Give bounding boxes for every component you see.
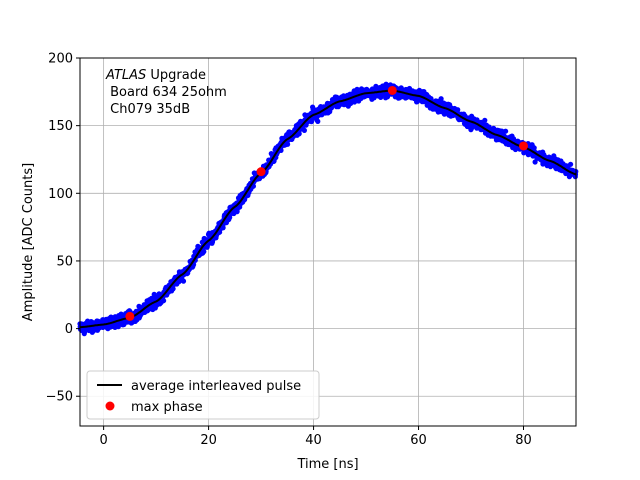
legend-marker-swatch	[105, 401, 115, 411]
sample-point	[301, 127, 307, 133]
y-tick-label: 50	[56, 254, 73, 269]
sample-point	[568, 161, 574, 167]
max-phase-point	[387, 85, 397, 95]
sample-point	[503, 128, 509, 134]
sample-point	[227, 214, 233, 220]
x-axis-label: Time [ns]	[296, 457, 358, 472]
x-tick-label: 40	[305, 433, 322, 448]
x-tick-label: 60	[410, 433, 427, 448]
max-phase-point	[256, 167, 266, 177]
sample-point	[170, 286, 176, 292]
max-phase-layer	[125, 85, 529, 321]
y-tick-label: −50	[46, 390, 73, 405]
y-tick-label: 200	[48, 52, 73, 67]
annotation-line-3: Ch079 35dB	[106, 102, 190, 117]
x-tick-label: 80	[515, 433, 532, 448]
experiment-suffix: Upgrade	[146, 68, 206, 83]
legend-label-max-phase: max phase	[131, 400, 203, 415]
sample-point	[220, 225, 226, 231]
sample-points	[77, 81, 579, 337]
legend: average interleaved pulse max phase	[86, 370, 320, 420]
axis-ticks: 0 20 40 60 80 −50 0 50 100 150 200	[46, 52, 532, 449]
average-pulse-line	[79, 89, 577, 329]
average-pulse-layer	[79, 89, 577, 329]
sample-point	[455, 107, 461, 113]
legend-label-average: average interleaved pulse	[131, 379, 301, 394]
sample-point	[315, 118, 321, 124]
annotation-line-2: Board 634 25ohm	[106, 85, 227, 100]
sample-point	[285, 141, 291, 147]
experiment-name: ATLAS	[105, 68, 146, 83]
sample-point	[482, 117, 488, 123]
sample-point	[161, 298, 167, 304]
x-tick-label: 20	[200, 433, 217, 448]
y-tick-label: 150	[48, 119, 73, 134]
y-tick-label: 100	[48, 187, 73, 202]
y-axis-label: Amplitude [ADC Counts]	[21, 163, 36, 321]
max-phase-point	[519, 141, 529, 151]
legend-box	[86, 370, 320, 420]
plot-frame	[79, 57, 577, 427]
y-tick-label: 0	[65, 322, 73, 337]
sample-point	[201, 249, 207, 255]
sample-point	[384, 94, 391, 100]
x-tick-label: 0	[99, 433, 107, 448]
sample-point	[180, 278, 187, 284]
annotation-line-1: ATLAS Upgrade	[105, 68, 206, 83]
max-phase-point	[125, 311, 135, 321]
